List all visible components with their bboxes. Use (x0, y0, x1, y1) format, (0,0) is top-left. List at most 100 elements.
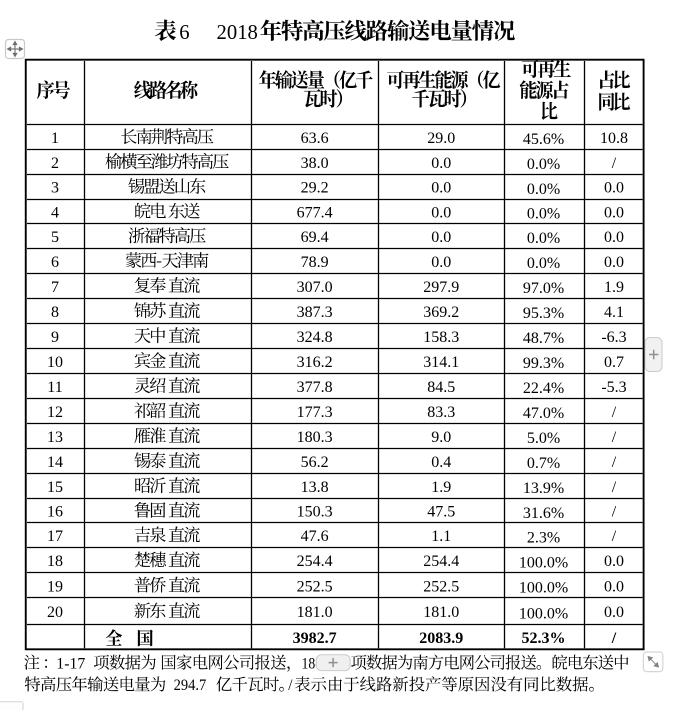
svg-text:/: / (288, 677, 293, 694)
svg-text:387.3: 387.3 (297, 304, 333, 321)
svg-text:1.9: 1.9 (431, 479, 451, 496)
svg-text:/: / (611, 630, 617, 647)
svg-text:99.3%: 99.3% (523, 355, 564, 372)
svg-text:150.3: 150.3 (297, 504, 333, 521)
svg-text:10: 10 (47, 354, 63, 371)
svg-text:13.8: 13.8 (301, 479, 329, 496)
svg-text:0.0%: 0.0% (527, 230, 560, 247)
svg-text:1.1: 1.1 (431, 528, 451, 545)
svg-text:0.0%: 0.0% (527, 156, 560, 173)
svg-text:12: 12 (47, 404, 63, 421)
svg-text:3: 3 (51, 180, 59, 197)
svg-text:31.6%: 31.6% (523, 505, 564, 522)
svg-text:/: / (612, 504, 617, 521)
svg-text:2083.9: 2083.9 (419, 630, 463, 647)
svg-text:0.0: 0.0 (604, 553, 624, 570)
svg-text:181.0: 181.0 (423, 604, 459, 621)
svg-text:316.2: 316.2 (297, 354, 333, 371)
svg-text:10.8: 10.8 (600, 130, 628, 147)
svg-text:6: 6 (51, 254, 59, 271)
svg-text:/: / (612, 429, 617, 446)
svg-text:314.1: 314.1 (423, 354, 459, 371)
svg-text:13: 13 (47, 429, 63, 446)
svg-text:3982.7: 3982.7 (293, 630, 337, 647)
svg-text:4: 4 (51, 204, 59, 221)
svg-text:677.4: 677.4 (297, 204, 333, 221)
svg-text:0.0: 0.0 (431, 155, 451, 172)
svg-text:18: 18 (47, 553, 63, 570)
svg-text:/: / (612, 528, 617, 545)
svg-text:19: 19 (47, 578, 63, 595)
svg-text:7: 7 (51, 279, 59, 296)
svg-text:252.5: 252.5 (297, 578, 333, 595)
svg-text:0.0%: 0.0% (527, 255, 560, 272)
svg-text:15: 15 (47, 479, 63, 496)
svg-text:14: 14 (47, 454, 63, 471)
svg-text:297.9: 297.9 (423, 279, 459, 296)
svg-text:0.4: 0.4 (431, 454, 451, 471)
svg-text:45.6%: 45.6% (523, 131, 564, 148)
svg-text:2: 2 (51, 155, 59, 172)
svg-text:38.0: 38.0 (301, 155, 329, 172)
svg-text:4.1: 4.1 (604, 304, 624, 321)
svg-text:1.9: 1.9 (604, 279, 624, 296)
svg-text:-5.3: -5.3 (601, 379, 626, 396)
svg-text:177.3: 177.3 (297, 404, 333, 421)
svg-text:254.4: 254.4 (423, 553, 459, 570)
svg-text:377.8: 377.8 (297, 379, 333, 396)
svg-text:0.0: 0.0 (604, 229, 624, 246)
svg-text:13.9%: 13.9% (523, 480, 564, 497)
svg-text:294.7: 294.7 (174, 677, 207, 695)
svg-text:0.0: 0.0 (431, 180, 451, 197)
svg-text:180.3: 180.3 (297, 429, 333, 446)
svg-text:5.0%: 5.0% (527, 430, 560, 447)
svg-text:0.0%: 0.0% (527, 181, 560, 198)
svg-text:8: 8 (51, 304, 59, 321)
svg-text:369.2: 369.2 (423, 304, 459, 321)
svg-text:307.0: 307.0 (297, 279, 333, 296)
svg-text:0.0%: 0.0% (527, 206, 560, 223)
svg-text:1-17: 1-17 (56, 656, 85, 673)
svg-text:9.0: 9.0 (431, 429, 451, 446)
svg-text:0.0: 0.0 (431, 229, 451, 246)
svg-text:9: 9 (51, 329, 59, 346)
svg-text:84.5: 84.5 (427, 379, 455, 396)
svg-text:100.0%: 100.0% (519, 554, 568, 571)
svg-text:/: / (612, 479, 617, 496)
svg-text:29.2: 29.2 (301, 180, 329, 197)
svg-text:2018: 2018 (217, 20, 258, 44)
svg-text:1: 1 (51, 130, 59, 147)
svg-text:0.0: 0.0 (604, 254, 624, 271)
svg-text:324.8: 324.8 (297, 329, 333, 346)
svg-text:0.0: 0.0 (604, 604, 624, 621)
svg-text:252.5: 252.5 (423, 578, 459, 595)
svg-text:/: / (612, 155, 617, 172)
svg-text:100.0%: 100.0% (519, 605, 568, 622)
svg-text:69.4: 69.4 (301, 229, 329, 246)
svg-text:11: 11 (47, 379, 62, 396)
svg-text:83.3: 83.3 (427, 404, 455, 421)
svg-text:22.4%: 22.4% (523, 380, 564, 397)
svg-text:29.0: 29.0 (427, 130, 455, 147)
svg-text:-6.3: -6.3 (601, 329, 626, 346)
svg-text:0.0: 0.0 (604, 204, 624, 221)
svg-text:0.7%: 0.7% (527, 455, 560, 472)
svg-text:47.5: 47.5 (427, 504, 455, 521)
svg-text:97.0%: 97.0% (523, 280, 564, 297)
svg-text:47.0%: 47.0% (523, 405, 564, 422)
svg-text:47.6: 47.6 (301, 528, 329, 545)
svg-text:181.0: 181.0 (297, 604, 333, 621)
svg-text:0.0: 0.0 (431, 254, 451, 271)
svg-text:100.0%: 100.0% (519, 580, 568, 597)
svg-text:/: / (612, 454, 617, 471)
svg-text:56.2: 56.2 (301, 454, 329, 471)
svg-text:/: / (612, 404, 617, 421)
svg-text:0.7: 0.7 (604, 354, 624, 371)
svg-text:2.3%: 2.3% (527, 529, 560, 546)
svg-text:20: 20 (47, 604, 63, 621)
svg-text:0.0: 0.0 (604, 180, 624, 197)
svg-text:17: 17 (47, 528, 63, 545)
svg-text:5: 5 (51, 229, 59, 246)
svg-text:254.4: 254.4 (297, 553, 333, 570)
svg-text:63.6: 63.6 (301, 130, 329, 147)
